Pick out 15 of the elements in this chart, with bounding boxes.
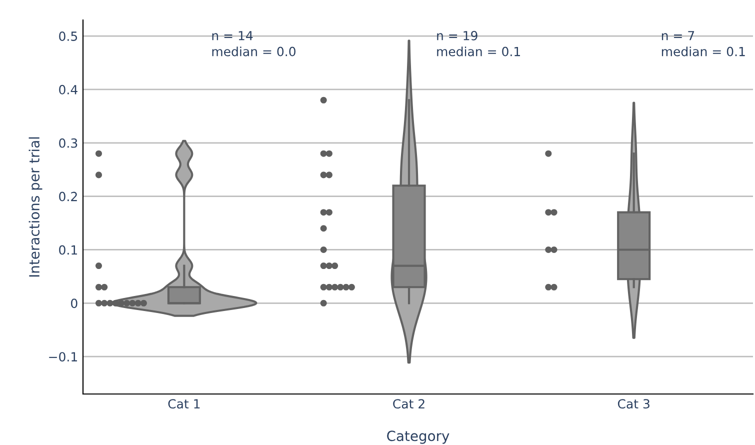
annotation: n = 19 median = 0.1 xyxy=(437,30,520,56)
y-axis-title: Interactions per trial xyxy=(28,137,42,277)
x-tick-label: Cat 1 xyxy=(168,399,200,409)
y-tick-label: 0.4 xyxy=(59,84,78,94)
x-tick-label: Cat 2 xyxy=(393,399,424,409)
y-tick-label: 0.2 xyxy=(59,192,77,202)
annotation: n = 7 median = 0.1 xyxy=(662,31,745,56)
x-tick-label: Cat 3 xyxy=(618,399,650,409)
x-axis-title: Category xyxy=(387,430,450,444)
y-tick-label: 0.1 xyxy=(59,245,77,255)
y-tick-label: 0.3 xyxy=(59,138,78,148)
y-tick-label: 0 xyxy=(71,298,78,308)
annotation: n = 14 median = 0.0 xyxy=(212,31,296,56)
y-tick-label: 0.5 xyxy=(59,32,78,41)
y-tick-label: −0.1 xyxy=(49,352,77,362)
